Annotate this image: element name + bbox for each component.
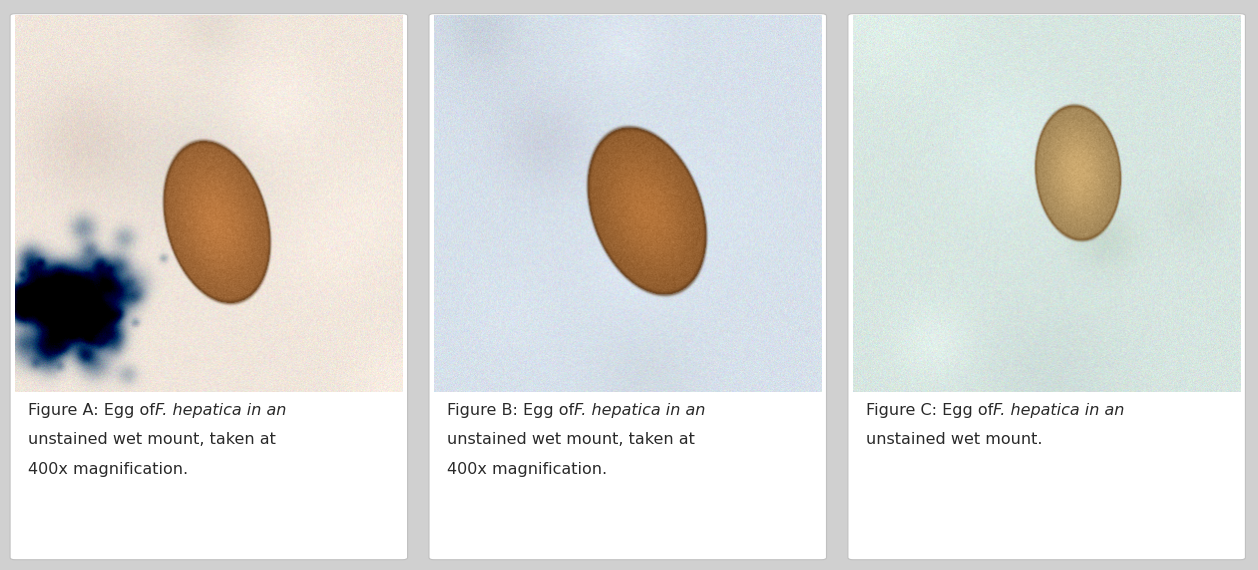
Text: 400x magnification.: 400x magnification. xyxy=(447,462,606,477)
FancyBboxPatch shape xyxy=(848,14,1245,560)
Text: 400x magnification.: 400x magnification. xyxy=(28,462,187,477)
Text: Figure B: Egg of: Figure B: Egg of xyxy=(447,402,579,418)
FancyBboxPatch shape xyxy=(10,14,408,560)
Text: Figure A: Egg of: Figure A: Egg of xyxy=(28,402,160,418)
Text: F. hepatica in an: F. hepatica in an xyxy=(155,402,287,418)
Text: F. hepatica in an: F. hepatica in an xyxy=(993,402,1125,418)
Text: F. hepatica in an: F. hepatica in an xyxy=(574,402,706,418)
Text: unstained wet mount, taken at: unstained wet mount, taken at xyxy=(447,432,694,447)
Text: Figure C: Egg of: Figure C: Egg of xyxy=(866,402,998,418)
Text: unstained wet mount.: unstained wet mount. xyxy=(866,432,1042,447)
FancyBboxPatch shape xyxy=(429,14,827,560)
Text: unstained wet mount, taken at: unstained wet mount, taken at xyxy=(28,432,276,447)
